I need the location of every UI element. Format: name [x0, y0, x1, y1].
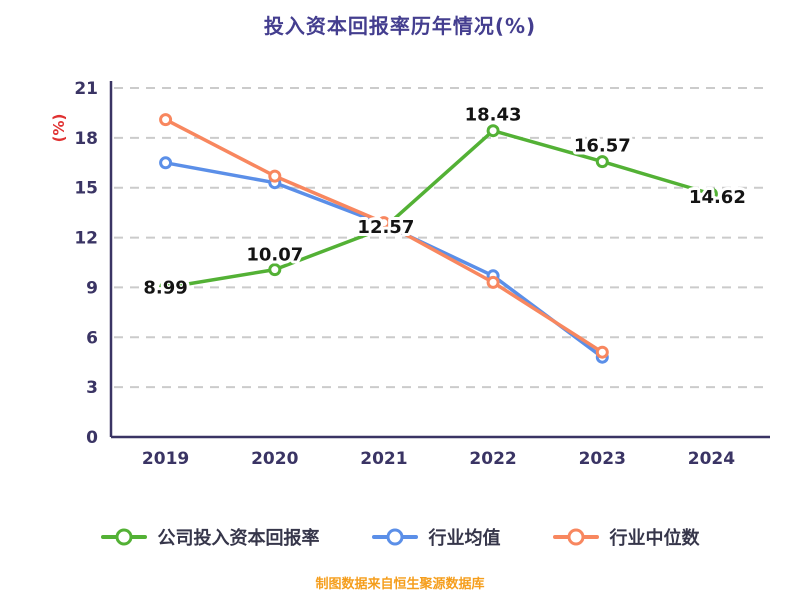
y-tick-label: 0: [86, 428, 98, 448]
data-point: [595, 345, 609, 359]
x-tick-label: 2023: [579, 449, 626, 469]
legend-item-2: 行业中位数: [552, 524, 700, 550]
y-tick-label: 15: [74, 179, 98, 199]
x-tick-label: 2019: [142, 449, 189, 469]
legend-label: 公司投入资本回报率: [157, 528, 320, 549]
data-label: 14.62: [689, 187, 746, 208]
x-tick-label: 2022: [469, 449, 516, 469]
data-point: [159, 281, 173, 295]
data-point: [159, 156, 173, 170]
axes: [109, 81, 770, 439]
data-point: [159, 113, 173, 127]
chart-title: 投入资本回报率历年情况(%): [263, 14, 537, 38]
series-2: [159, 113, 609, 359]
legend-dot-icon: [115, 528, 132, 546]
data-label: 8.99: [143, 278, 187, 299]
gridlines: [114, 87, 766, 389]
data-point: [377, 216, 391, 230]
legend-item-1: 行业均值: [371, 524, 501, 550]
data-point: [486, 124, 500, 138]
y-tick-label: 21: [74, 79, 98, 99]
legend-line-marker-icon: [371, 528, 418, 546]
data-label: 18.43: [465, 105, 522, 126]
data-source-note: 制图数据来自恒生聚源数据库: [315, 577, 485, 592]
data-point: [268, 263, 282, 277]
legend-item-0: 公司投入资本回报率: [100, 524, 320, 550]
legend-dot-icon: [567, 528, 584, 546]
legend-dot-icon: [386, 528, 403, 546]
x-tick-label: 2024: [688, 449, 735, 469]
legend-label: 行业中位数: [609, 528, 700, 549]
data-point: [595, 155, 609, 169]
data-point: [486, 275, 500, 289]
y-tick-label: 6: [86, 328, 98, 348]
y-tick-label: 18: [74, 129, 98, 149]
data-point: [704, 187, 718, 201]
y-tick-label: 9: [86, 278, 98, 298]
y-tick-label: 12: [74, 229, 98, 249]
x-tick-label: 2020: [251, 449, 298, 469]
data-label: 16.57: [574, 136, 631, 157]
series-0: [159, 124, 718, 295]
x-tick-label: 2021: [360, 449, 407, 469]
data-point: [268, 169, 282, 183]
y-tick-label: 3: [86, 378, 98, 398]
legend-label: 行业均值: [428, 528, 501, 549]
data-label: 10.07: [246, 245, 303, 266]
chart-legend: 公司投入资本回报率 行业均值 行业中位数: [0, 524, 800, 550]
data-label: 12.57: [357, 217, 414, 238]
legend-line-marker-icon: [100, 528, 147, 546]
legend-line-marker-icon: [552, 528, 599, 546]
y-axis-title: (%): [50, 114, 68, 143]
